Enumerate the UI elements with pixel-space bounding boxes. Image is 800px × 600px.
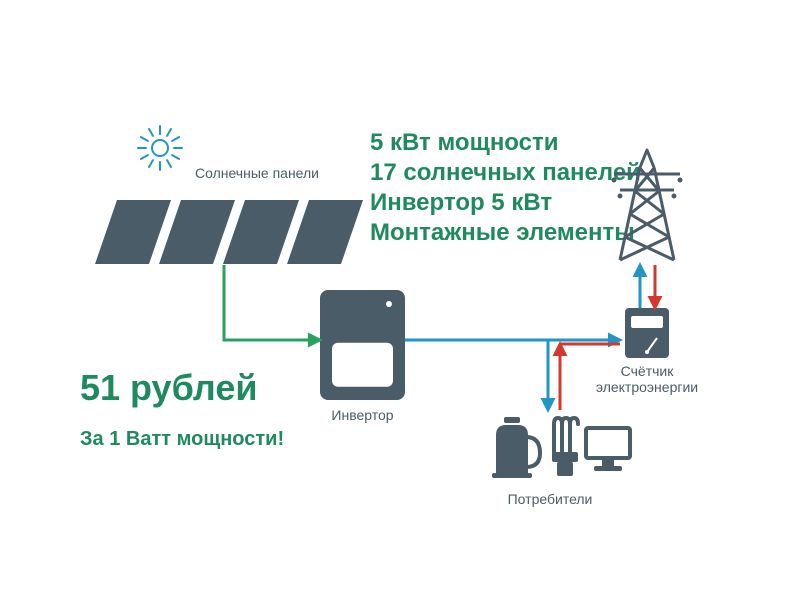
spec-line: 5 кВт мощности <box>370 129 559 156</box>
sun-icon <box>138 126 182 170</box>
price-headline: 51 рублей <box>80 367 257 408</box>
inverter-label: Инвертор <box>331 407 393 423</box>
solar-diagram: Солнечные панели 5 кВт мощности 17 солнечн… <box>0 0 800 600</box>
spec-line: Монтажные элементы <box>370 219 635 246</box>
meter-label-2: электроэнергии <box>596 379 698 395</box>
meter-icon <box>625 308 669 358</box>
consumers-icon <box>492 417 630 478</box>
flow-panels-to-inverter <box>224 265 320 340</box>
solar-panels-label: Солнечные панели <box>195 165 319 181</box>
spec-line: Инвертор 5 кВт <box>370 189 552 216</box>
inverter-icon <box>320 290 405 400</box>
consumers-label: Потребители <box>508 491 593 507</box>
solar-panels-icon <box>95 200 363 264</box>
meter-label-1: Счётчик <box>621 363 675 379</box>
spec-line: 17 солнечных панелей <box>370 159 641 186</box>
price-subline: За 1 Ватт мощности! <box>80 428 284 450</box>
